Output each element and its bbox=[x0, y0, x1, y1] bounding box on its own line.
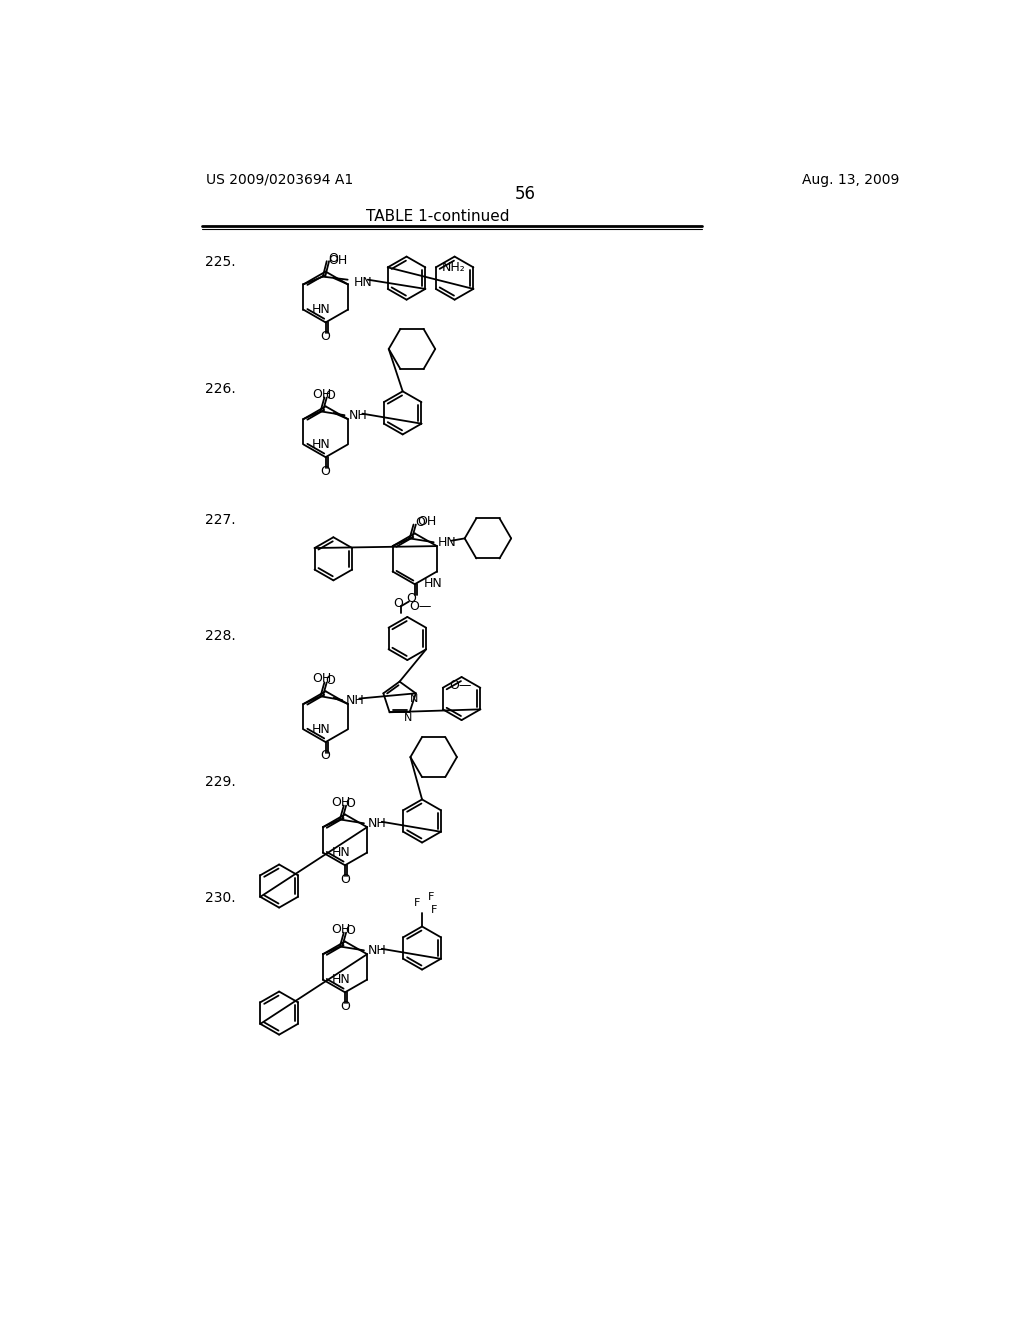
Text: O: O bbox=[321, 330, 331, 343]
Text: OH: OH bbox=[312, 672, 332, 685]
Text: 225.: 225. bbox=[206, 255, 237, 269]
Text: US 2009/0203694 A1: US 2009/0203694 A1 bbox=[206, 173, 352, 187]
Text: HN: HN bbox=[332, 973, 350, 986]
Text: HN: HN bbox=[332, 846, 350, 859]
Text: 226.: 226. bbox=[206, 383, 237, 396]
Text: HN: HN bbox=[437, 536, 457, 549]
Text: OH: OH bbox=[332, 796, 351, 809]
Text: NH: NH bbox=[348, 409, 368, 421]
Text: O: O bbox=[321, 465, 331, 478]
Text: O: O bbox=[345, 797, 355, 809]
Text: TABLE 1-continued: TABLE 1-continued bbox=[367, 210, 510, 224]
Text: OH: OH bbox=[328, 255, 347, 268]
Text: 227.: 227. bbox=[206, 513, 237, 527]
Text: F: F bbox=[414, 899, 421, 908]
Text: NH: NH bbox=[368, 944, 386, 957]
Text: HN: HN bbox=[312, 438, 331, 451]
Text: O: O bbox=[340, 873, 350, 886]
Text: O: O bbox=[326, 673, 336, 686]
Text: Aug. 13, 2009: Aug. 13, 2009 bbox=[802, 173, 900, 187]
Text: OH: OH bbox=[417, 515, 436, 528]
Text: O: O bbox=[321, 750, 331, 763]
Text: HN: HN bbox=[312, 304, 331, 317]
Text: NH: NH bbox=[345, 693, 365, 706]
Text: OH: OH bbox=[332, 923, 351, 936]
Text: O: O bbox=[393, 597, 403, 610]
Text: O: O bbox=[340, 999, 350, 1012]
Text: HN: HN bbox=[312, 723, 331, 735]
Text: HN: HN bbox=[424, 577, 442, 590]
Text: NH: NH bbox=[368, 817, 386, 830]
Text: HN: HN bbox=[354, 276, 373, 289]
Text: O—: O— bbox=[449, 678, 471, 692]
Text: NH₂: NH₂ bbox=[442, 261, 466, 273]
Text: N: N bbox=[410, 694, 419, 705]
Text: O: O bbox=[406, 591, 416, 605]
Text: 228.: 228. bbox=[206, 628, 237, 643]
Text: N: N bbox=[403, 713, 413, 723]
Text: O—: O— bbox=[409, 599, 431, 612]
Text: O: O bbox=[328, 252, 338, 265]
Text: 56: 56 bbox=[514, 185, 536, 203]
Text: O: O bbox=[326, 388, 336, 401]
Text: F: F bbox=[428, 892, 434, 902]
Text: OH: OH bbox=[312, 388, 332, 400]
Text: 229.: 229. bbox=[206, 775, 237, 789]
Text: F: F bbox=[431, 904, 437, 915]
Text: O: O bbox=[415, 516, 425, 529]
Text: O: O bbox=[345, 924, 355, 937]
Text: 230.: 230. bbox=[206, 891, 237, 904]
